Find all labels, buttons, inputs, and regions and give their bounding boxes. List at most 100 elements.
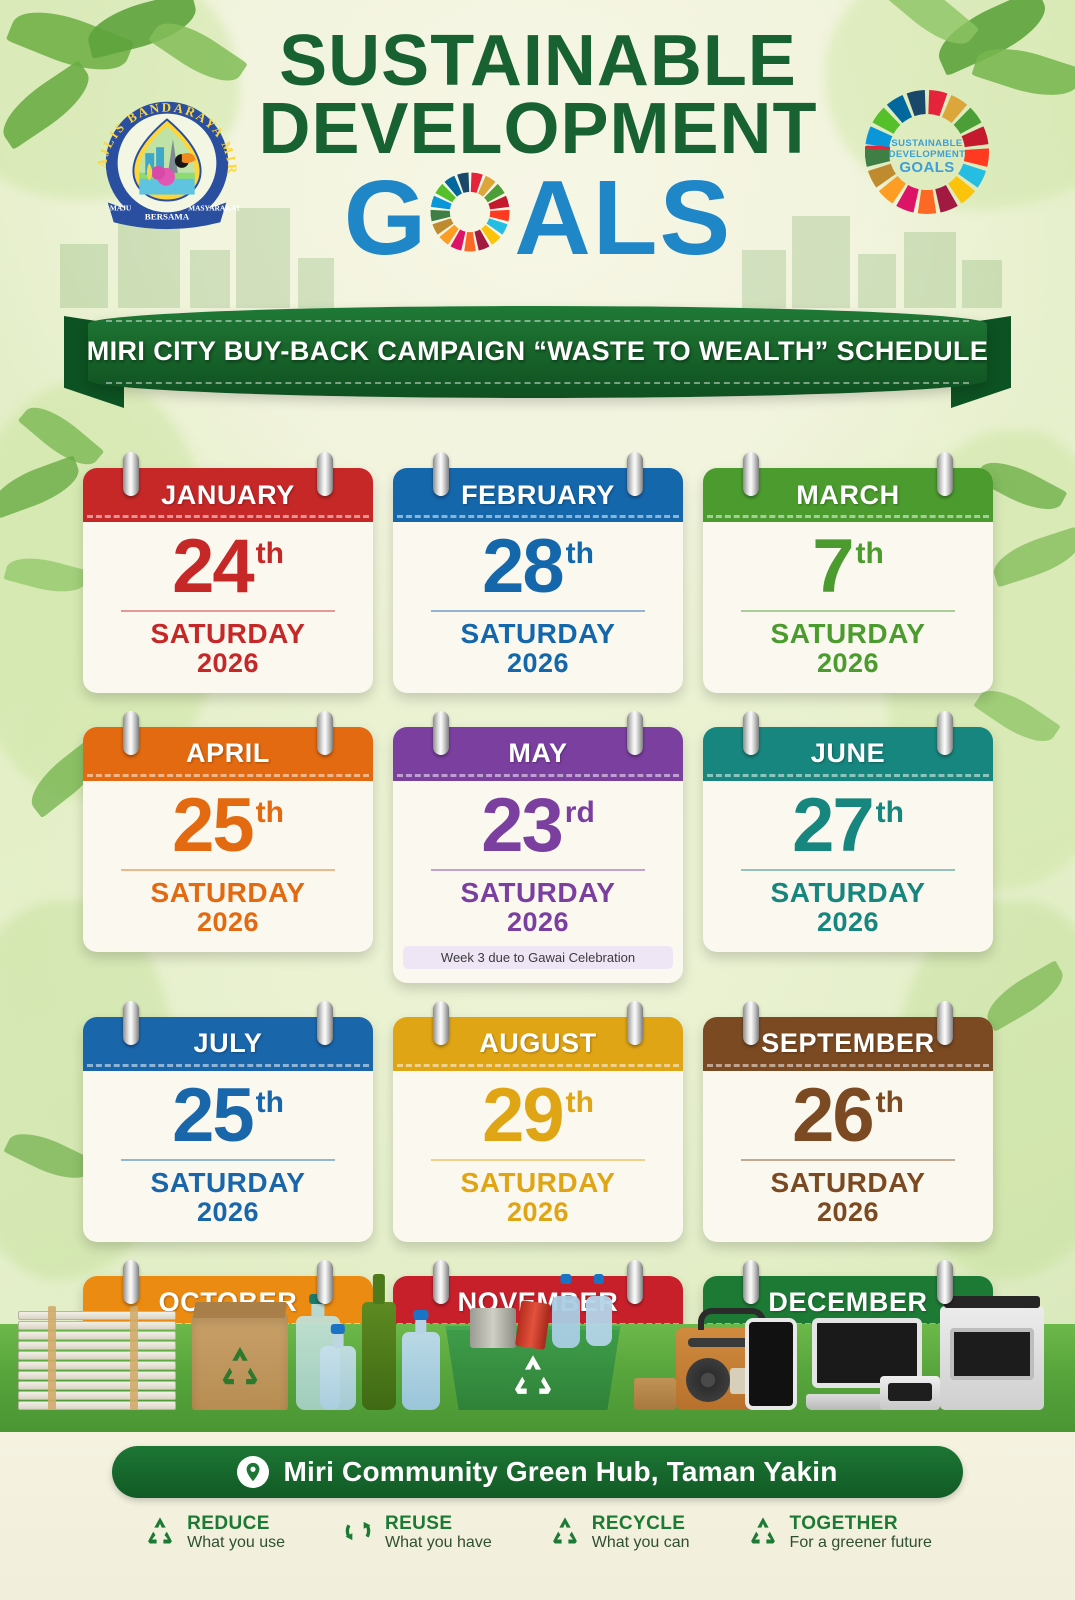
calendar-day-number: 23	[481, 782, 564, 868]
calendar-card-main: 25 th SATURDAY 2026	[83, 781, 373, 952]
calendar-year: 2026	[816, 1196, 880, 1227]
calendar-year: 2026	[506, 1196, 570, 1227]
calendar-ring-left	[743, 1000, 759, 1045]
calendar-ring-left	[123, 710, 139, 755]
calendar-card-body: AUGUST 29 th SATURDAY 2026	[393, 1016, 683, 1242]
title-line-1: SUSTAINABLE	[279, 21, 797, 101]
calendar-card-march[interactable]: MARCH 7 th SATURDAY 2026	[703, 452, 993, 693]
calendar-card-september[interactable]: SEPTEMBER 26 th SATURDAY 2026	[703, 1000, 993, 1242]
calendar-card-main: 25 th SATURDAY 2026	[83, 1071, 373, 1242]
footer-action-reduce: REDUCE What you use	[143, 1514, 285, 1553]
calendar-card-body: JANUARY 24 th SATURDAY 2026	[83, 468, 373, 693]
calendar-day-suffix: th	[255, 1085, 284, 1119]
footer-action-subtitle: What you use	[187, 1534, 285, 1552]
calendar-card-may[interactable]: MAY 23 rd SATURDAY 2026 Week 3 due to Ga…	[393, 710, 683, 983]
calendar-day-row: 26 th	[703, 1072, 993, 1158]
calendar-card-july[interactable]: JULY 25 th SATURDAY 2026	[83, 1000, 373, 1242]
calendar-divider	[430, 1158, 646, 1161]
calendar-weekday: SATURDAY	[460, 617, 616, 649]
microwave-oven-icon	[940, 1296, 1044, 1410]
calendar-ring-right	[937, 710, 953, 755]
location-bar: Miri Community Green Hub, Taman Yakin	[112, 1446, 963, 1498]
title-line-2: DEVELOPMENT	[258, 88, 818, 169]
calendar-ring-left	[433, 1000, 449, 1045]
calendar-ring-right	[627, 1000, 643, 1045]
calendar-ring-left	[433, 1259, 449, 1304]
calendar-ring-left	[123, 1259, 139, 1304]
calendar-ring-right	[937, 1259, 953, 1304]
calendar-divider	[430, 609, 646, 612]
rrr-actions-row: REDUCE What you use REUSE What you have …	[0, 1514, 1075, 1553]
calendar-day-row: 24 th	[83, 524, 373, 609]
bin-bottle-1-icon	[552, 1274, 580, 1348]
poster-footer: Miri Community Green Hub, Taman Yakin RE…	[0, 1432, 1075, 1600]
calendar-ring-right	[317, 452, 333, 496]
calendar-day-row: 25 th	[83, 1077, 373, 1153]
calendar-day-number: 24	[172, 524, 255, 609]
glass-bottle-icon	[362, 1274, 396, 1410]
calendar-note: Week 3 due to Gawai Celebration	[403, 945, 673, 969]
calendar-card-main: 7 th SATURDAY 2026	[703, 522, 993, 693]
poster-title-block: SUSTAINABLE DEVELOPMENT G ALS	[258, 21, 818, 278]
calendar-day-row: 27 th	[703, 787, 993, 863]
calendar-weekday: SATURDAY	[770, 1166, 926, 1198]
calendar-card-april[interactable]: APRIL 25 th SATURDAY 2026	[83, 710, 373, 983]
footer-action-together: TOGETHER For a greener future	[746, 1514, 932, 1553]
calendar-card-january[interactable]: JANUARY 24 th SATURDAY 2026	[83, 452, 373, 693]
recycle-icon	[143, 1514, 177, 1553]
calendar-card-body: JUNE 27 th SATURDAY 2026	[703, 726, 993, 952]
calendar-day-suffix: rd	[564, 795, 595, 829]
calendar-day-suffix: th	[855, 537, 884, 570]
calendar-weekday: SATURDAY	[460, 1166, 616, 1198]
calendar-divider	[740, 609, 956, 612]
calendar-weekday: SATURDAY	[150, 1166, 306, 1198]
campaign-banner: MIRI CITY BUY-BACK CAMPAIGN “WASTE TO WE…	[0, 292, 1075, 422]
location-pin-icon	[237, 1456, 270, 1488]
footer-action-text: TOGETHER For a greener future	[790, 1514, 932, 1552]
calendar-day-suffix: th	[255, 795, 284, 829]
footer-action-title: REDUCE	[187, 1513, 270, 1535]
mobile-phone-icon	[745, 1318, 797, 1410]
calendar-card-june[interactable]: JUNE 27 th SATURDAY 2026	[703, 710, 993, 983]
calendar-ring-right	[627, 710, 643, 755]
circular-arrows-icon	[341, 1514, 375, 1553]
calendar-day-number: 7	[812, 524, 854, 609]
footer-action-text: REDUCE What you use	[187, 1514, 285, 1552]
tin-can-icon	[470, 1308, 516, 1348]
calendar-year: 2026	[196, 906, 260, 937]
calendar-divider	[120, 1158, 336, 1161]
calendar-card-body: FEBRUARY 28 th SATURDAY 2026	[393, 468, 683, 693]
calendar-card-main: 23 rd SATURDAY 2026 Week 3 due to Gawai …	[393, 781, 683, 983]
footer-action-recycle: RECYCLE What you can	[548, 1514, 690, 1553]
calendar-weekday: SATURDAY	[770, 617, 926, 649]
sdg-wheel-logo: SUSTAINABLE DEVELOPMENT GOALS	[857, 82, 997, 222]
calendar-divider	[740, 868, 956, 871]
calendar-card-main: 29 th SATURDAY 2026	[393, 1071, 683, 1242]
footer-action-title: RECYCLE	[591, 1513, 686, 1535]
calendar-year: 2026	[196, 1196, 260, 1227]
calendar-ring-left	[433, 710, 449, 755]
calendar-card-body: APRIL 25 th SATURDAY 2026	[83, 726, 373, 952]
calendar-day-row: 28 th	[393, 529, 683, 605]
location-text: Miri Community Green Hub, Taman Yakin	[283, 1456, 838, 1487]
footer-action-title: REUSE	[384, 1513, 453, 1535]
calendar-year: 2026	[816, 906, 880, 937]
calendar-day-suffix: th	[875, 1085, 904, 1119]
calendar-card-february[interactable]: FEBRUARY 28 th SATURDAY 2026	[393, 452, 683, 693]
calendar-day-number: 26	[792, 1072, 875, 1158]
calendar-card-august[interactable]: AUGUST 29 th SATURDAY 2026	[393, 1000, 683, 1242]
cardboard-box-icon	[192, 1302, 288, 1410]
plastic-bottle-water-icon	[402, 1310, 440, 1410]
calendar-ring-right	[317, 1259, 333, 1304]
recycle-icon	[746, 1514, 780, 1553]
calendar-ring-right	[937, 452, 953, 496]
recyclables-illustration	[0, 1272, 1075, 1432]
footer-action-subtitle: For a greener future	[789, 1534, 932, 1552]
plastic-bottle-small-icon	[320, 1324, 356, 1410]
calendar-card-main: 24 th SATURDAY 2026	[83, 522, 373, 693]
title-goals-als: ALS	[514, 159, 733, 278]
cassette-player-icon	[880, 1376, 940, 1410]
calendar-card-body: JULY 25 th SATURDAY 2026	[83, 1016, 373, 1242]
calendar-divider	[740, 1158, 956, 1161]
